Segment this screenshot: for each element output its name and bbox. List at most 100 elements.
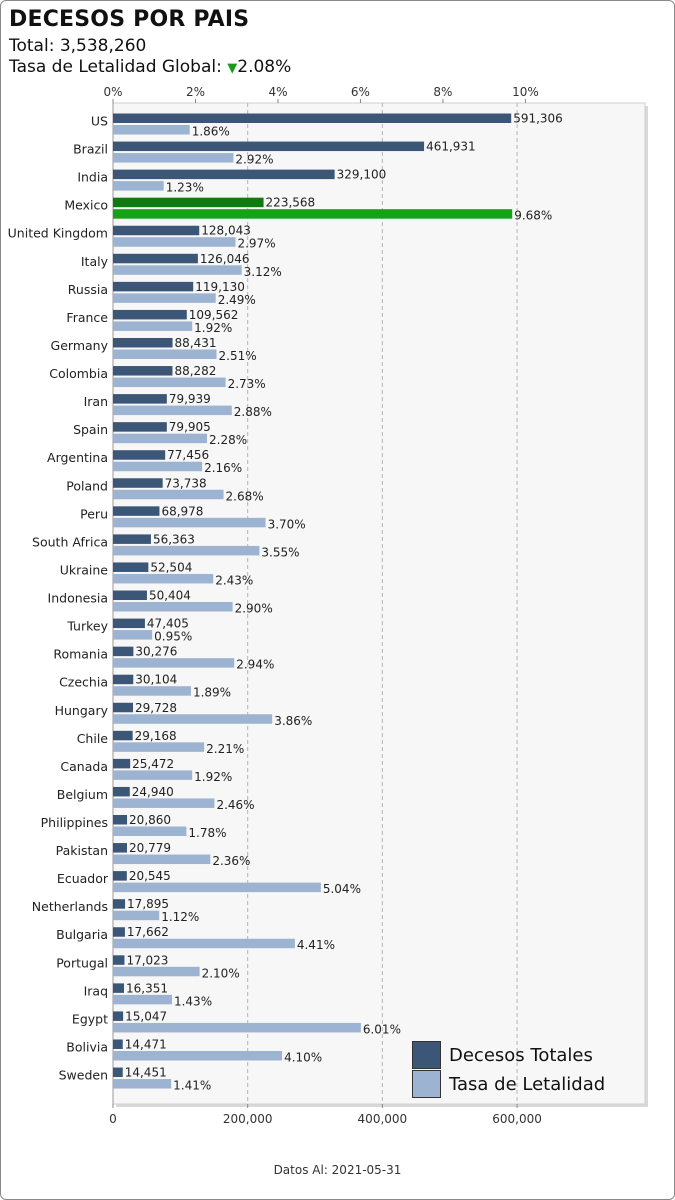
deaths-value-label: 17,895 <box>127 897 169 911</box>
rate-bar <box>113 181 164 191</box>
rate-bar <box>113 405 232 416</box>
rate-value-label: 0.95% <box>154 630 192 644</box>
category-label: US <box>91 114 108 129</box>
rate-value-label: 2.92% <box>235 153 273 167</box>
rate-bar <box>113 770 193 780</box>
deaths-bar <box>113 590 147 601</box>
top-axis-tick-label: 10% <box>512 85 539 99</box>
category-label: United Kingdom <box>8 226 108 241</box>
deaths-value-label: 29,728 <box>135 701 177 715</box>
deaths-value-label: 15,047 <box>125 1009 167 1023</box>
category-label: Portugal <box>56 955 108 970</box>
deaths-value-label: 77,456 <box>167 448 209 462</box>
rate-value-label: 2.90% <box>235 602 273 616</box>
category-label: Sweden <box>59 1068 108 1083</box>
rate-value-label: 1.12% <box>161 910 199 924</box>
deaths-value-label: 329,100 <box>337 168 387 182</box>
deaths-bar <box>113 394 167 404</box>
rate-bar <box>113 742 205 752</box>
rate-value-label: 1.89% <box>193 686 231 700</box>
deaths-bar <box>113 1067 123 1078</box>
deaths-bar <box>113 113 512 123</box>
category-label: Chile <box>77 731 109 746</box>
deaths-value-label: 30,276 <box>135 645 177 659</box>
deaths-value-label: 17,023 <box>126 953 168 967</box>
deaths-bar <box>113 899 126 909</box>
category-label: Iraq <box>84 983 108 998</box>
rate-bar <box>113 1022 361 1033</box>
deaths-value-label: 50,404 <box>149 589 191 603</box>
deaths-bar <box>113 646 134 657</box>
category-label: Russia <box>68 282 108 297</box>
rate-bar <box>113 545 260 556</box>
legend-item-deaths: Decesos Totales <box>412 1040 605 1070</box>
rate-bar <box>113 321 193 331</box>
deaths-value-label: 14,471 <box>125 1037 167 1051</box>
top-axis-tick-label: 8% <box>433 85 452 99</box>
rate-value-label: 2.46% <box>216 798 254 812</box>
deaths-value-label: 591,306 <box>513 112 563 126</box>
rate-bar <box>113 630 153 640</box>
rate-bar <box>113 573 214 584</box>
rate-value-label: 4.41% <box>297 938 335 952</box>
deaths-bar <box>113 366 173 376</box>
deaths-bar <box>113 927 125 937</box>
rate-bar <box>113 1050 283 1061</box>
bottom-axis-tick-label: 0 <box>109 1112 117 1126</box>
category-label: Philippines <box>41 815 108 830</box>
category-label: Brazil <box>73 142 108 157</box>
category-label: Germany <box>51 338 109 353</box>
category-label: Italy <box>81 254 109 269</box>
rate-value-label: 3.55% <box>261 545 299 559</box>
bottom-axis-tick-label: 200,000 <box>223 1112 273 1126</box>
rate-bar <box>113 377 226 388</box>
category-label: Colombia <box>49 366 108 381</box>
rate-bar <box>113 826 187 836</box>
category-label: Argentina <box>47 450 108 465</box>
rate-value-label: 2.28% <box>209 433 247 447</box>
chart-title: DECESOS POR PAIS <box>9 7 250 32</box>
rate-value-label: 4.10% <box>284 1050 322 1064</box>
deaths-value-label: 20,860 <box>129 813 171 827</box>
category-label: Netherlands <box>32 899 108 914</box>
deaths-bar <box>113 955 125 965</box>
category-label: Romania <box>53 647 108 662</box>
category-label: Pakistan <box>56 843 108 858</box>
global-rate-label: Tasa de Letalidad Global: ▼2.08% <box>9 57 291 77</box>
category-label: Bulgaria <box>56 927 108 942</box>
rate-value-label: 2.97% <box>237 237 275 251</box>
rate-value-label: 2.94% <box>236 658 274 672</box>
global-rate-value: 2.08% <box>237 57 292 77</box>
rate-bar <box>113 798 215 808</box>
category-label: Turkey <box>66 619 108 634</box>
legend-label-deaths: Decesos Totales <box>449 1044 593 1066</box>
deaths-value-label: 79,939 <box>169 392 211 406</box>
rate-value-label: 2.21% <box>206 742 244 756</box>
category-label: Mexico <box>64 198 108 213</box>
deaths-value-label: 461,931 <box>426 140 476 154</box>
deaths-bar <box>113 618 145 629</box>
category-label: Poland <box>66 478 108 493</box>
rate-value-label: 3.12% <box>244 265 282 279</box>
rate-bar <box>113 882 321 893</box>
rate-bar <box>113 938 295 949</box>
category-label: Belgium <box>57 787 108 802</box>
rate-value-label: 1.86% <box>192 125 230 139</box>
category-label: Bolivia <box>66 1039 108 1054</box>
top-axis-tick-label: 2% <box>186 85 205 99</box>
rate-value-label: 3.86% <box>274 714 312 728</box>
deaths-value-label: 25,472 <box>132 757 174 771</box>
rate-bar <box>113 714 273 724</box>
deaths-bar <box>113 786 130 797</box>
deaths-value-label: 16,351 <box>126 981 168 995</box>
legend-item-rate: Tasa de Letalidad <box>412 1069 605 1099</box>
rate-value-label: 1.92% <box>194 770 232 784</box>
rate-bar <box>113 349 217 359</box>
global-rate-text: Tasa de Letalidad Global: <box>9 57 222 77</box>
deaths-bar <box>113 225 200 236</box>
rate-bar <box>113 910 160 921</box>
deaths-bar <box>113 309 187 320</box>
category-label: Egypt <box>72 1011 108 1026</box>
rate-bar <box>113 293 216 303</box>
category-label: Hungary <box>55 703 109 718</box>
